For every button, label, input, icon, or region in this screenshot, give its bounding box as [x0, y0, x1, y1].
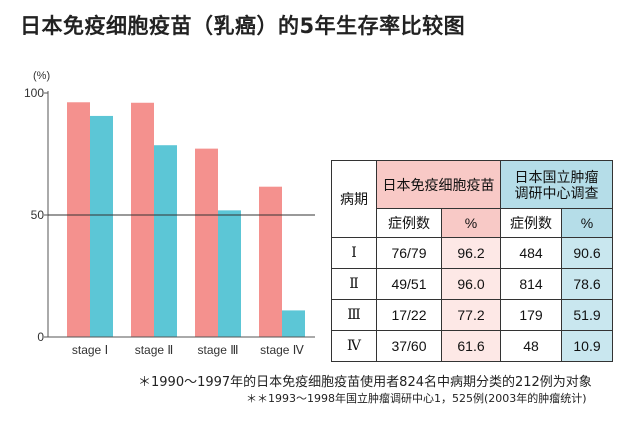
x-tick-label: stage Ⅰ [72, 343, 108, 357]
header-national: 日本国立肿瘤 调研中心调查 [500, 160, 613, 209]
table-row: Ⅱ 49/51 96.0 814 78.6 [331, 268, 613, 300]
subheader-vac-pct: % [441, 208, 501, 238]
row-stage: Ⅲ [331, 299, 377, 331]
header-national-line1: 日本国立肿瘤 [514, 168, 599, 185]
bar-national [282, 310, 305, 337]
y-axis-unit-label: (%) [33, 70, 50, 82]
bar-vaccine [195, 148, 218, 337]
subheader-nat-pct: % [561, 208, 613, 238]
row-vac-pct: 61.6 [441, 330, 501, 362]
row-nat-count: 814 [500, 268, 562, 300]
row-nat-count: 48 [500, 330, 562, 362]
row-vac-count: 37/60 [376, 330, 442, 362]
header-period: 病期 [331, 160, 377, 238]
footnote-1: ＊1990～1997年的日本免疫细胞疫苗使用者824名中病期分类的212例为对象 [138, 375, 592, 390]
x-tick-label: stage Ⅳ [260, 343, 304, 357]
table-row: Ⅲ 17/22 77.2 179 51.9 [331, 299, 613, 331]
bar-vaccine [131, 102, 154, 337]
row-stage: Ⅳ [331, 330, 377, 362]
row-vac-pct: 96.2 [441, 237, 501, 269]
header-national-line2: 调研中心调查 [514, 184, 599, 201]
y-tick-label: 0 [37, 330, 44, 344]
row-nat-pct: 78.6 [561, 268, 613, 300]
page-title: 日本免疫细胞疫苗（乳癌）的5年生存率比较图 [20, 14, 466, 38]
table-row: Ⅳ 37/60 61.6 48 10.9 [331, 330, 613, 362]
table-row: Ⅰ 76/79 96.2 484 90.6 [331, 237, 613, 269]
survival-table: 病期 日本免疫细胞疫苗 日本国立肿瘤 调研中心调查 症例数 % 症例数 % Ⅰ … [331, 160, 613, 362]
row-vac-pct: 96.0 [441, 268, 501, 300]
row-nat-pct: 10.9 [561, 330, 613, 362]
row-vac-count: 76/79 [376, 237, 442, 269]
row-nat-pct: 51.9 [561, 299, 613, 331]
header-vaccine: 日本免疫细胞疫苗 [376, 160, 501, 209]
subheader-vac-count: 症例数 [376, 208, 442, 238]
table-subheader-row: 症例数 % 症例数 % [332, 208, 613, 238]
row-stage: Ⅰ [331, 237, 377, 269]
bar-national [218, 210, 241, 337]
row-nat-pct: 90.6 [561, 237, 613, 269]
bar-national [90, 115, 113, 337]
footnote-2: ＊＊1993～1998年国立肿瘤调研中心1，525例(2003年的肿瘤统计) [246, 392, 587, 405]
row-vac-count: 49/51 [376, 268, 442, 300]
row-stage: Ⅱ [331, 268, 377, 300]
y-tick-label: 100 [24, 86, 44, 100]
table-header-row: 病期 日本免疫细胞疫苗 日本国立肿瘤 调研中心调查 [331, 160, 613, 238]
bar-vaccine [259, 186, 282, 337]
x-tick-label: stage Ⅱ [135, 343, 174, 357]
bar-national [154, 145, 177, 337]
row-nat-count: 484 [500, 237, 562, 269]
x-tick-label: stage Ⅲ [198, 343, 239, 357]
row-nat-count: 179 [500, 299, 562, 331]
subheader-nat-count: 症例数 [500, 208, 562, 238]
bar-vaccine [67, 102, 90, 337]
row-vac-count: 17/22 [376, 299, 442, 331]
y-tick-label: 50 [31, 208, 45, 222]
row-vac-pct: 77.2 [441, 299, 501, 331]
